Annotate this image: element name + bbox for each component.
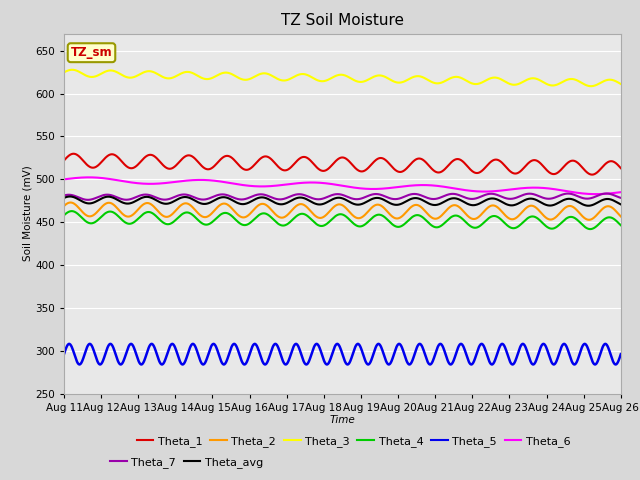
- Theta_6: [592, 191, 600, 197]
- Theta_avg: [585, 203, 593, 209]
- Theta_avg: [66, 193, 74, 199]
- Theta_3: [378, 72, 385, 78]
- Theta_4: [308, 217, 316, 223]
- Theta_4: [126, 221, 134, 227]
- Theta_3: [126, 75, 134, 81]
- Theta_4: [617, 222, 625, 228]
- Theta_1: [297, 155, 305, 161]
- Y-axis label: Soil Moisture (mV): Soil Moisture (mV): [22, 166, 33, 262]
- Theta_7: [104, 192, 111, 198]
- Theta_7: [602, 191, 610, 196]
- Theta_6: [308, 180, 316, 185]
- Theta_avg: [297, 195, 305, 201]
- Theta_avg: [318, 201, 326, 207]
- Theta_5: [126, 342, 134, 348]
- Line: Theta_1: Theta_1: [64, 154, 621, 175]
- Theta_4: [68, 208, 76, 214]
- Theta_6: [318, 180, 326, 186]
- Theta_3: [68, 67, 76, 72]
- Theta_5: [103, 346, 111, 351]
- Theta_7: [60, 192, 68, 198]
- Theta_2: [60, 203, 68, 209]
- Theta_1: [60, 157, 68, 163]
- Theta_avg: [60, 195, 68, 201]
- Line: Theta_3: Theta_3: [64, 70, 621, 86]
- Theta_2: [67, 200, 74, 205]
- Legend: Theta_7, Theta_avg: Theta_7, Theta_avg: [106, 453, 268, 473]
- Theta_2: [617, 214, 625, 219]
- Theta_1: [617, 165, 625, 171]
- Theta_6: [104, 176, 111, 181]
- Theta_4: [378, 212, 385, 218]
- Theta_1: [588, 172, 596, 178]
- Theta_avg: [126, 201, 134, 206]
- X-axis label: Time: Time: [330, 415, 355, 425]
- Theta_7: [318, 196, 326, 202]
- Theta_6: [85, 174, 93, 180]
- Theta_1: [318, 168, 326, 174]
- Theta_1: [378, 155, 385, 161]
- Theta_6: [126, 180, 134, 185]
- Theta_1: [104, 153, 111, 159]
- Theta_avg: [104, 194, 111, 200]
- Title: TZ Soil Moisture: TZ Soil Moisture: [281, 13, 404, 28]
- Theta_4: [60, 212, 68, 218]
- Line: Theta_5: Theta_5: [64, 344, 621, 364]
- Theta_7: [308, 195, 316, 201]
- Theta_1: [70, 151, 77, 156]
- Theta_5: [297, 349, 305, 355]
- Theta_4: [318, 223, 326, 229]
- Theta_6: [60, 177, 68, 182]
- Theta_2: [585, 217, 593, 223]
- Theta_6: [617, 189, 625, 195]
- Theta_4: [586, 226, 594, 232]
- Text: TZ_sm: TZ_sm: [70, 46, 112, 59]
- Theta_3: [308, 74, 316, 80]
- Theta_5: [308, 349, 316, 355]
- Theta_1: [126, 165, 134, 171]
- Theta_2: [104, 200, 111, 206]
- Theta_3: [617, 81, 625, 87]
- Theta_2: [126, 214, 134, 219]
- Theta_3: [60, 70, 68, 75]
- Theta_4: [104, 209, 111, 215]
- Theta_7: [378, 192, 385, 198]
- Theta_7: [84, 197, 92, 203]
- Theta_5: [60, 351, 68, 357]
- Line: Theta_avg: Theta_avg: [64, 196, 621, 206]
- Theta_5: [617, 351, 625, 357]
- Theta_avg: [308, 199, 316, 205]
- Theta_7: [297, 192, 305, 197]
- Theta_avg: [378, 196, 385, 202]
- Theta_7: [126, 196, 134, 202]
- Theta_3: [104, 68, 111, 74]
- Theta_5: [318, 352, 326, 358]
- Line: Theta_4: Theta_4: [64, 211, 621, 229]
- Theta_7: [617, 195, 625, 201]
- Theta_1: [308, 159, 316, 165]
- Theta_3: [318, 78, 326, 84]
- Theta_2: [378, 203, 385, 209]
- Theta_3: [588, 84, 595, 89]
- Theta_5: [378, 344, 385, 350]
- Theta_6: [378, 186, 385, 192]
- Line: Theta_6: Theta_6: [64, 177, 621, 194]
- Theta_avg: [617, 202, 625, 207]
- Theta_4: [297, 211, 305, 217]
- Theta_5: [189, 341, 196, 347]
- Theta_5: [488, 361, 496, 367]
- Theta_6: [297, 180, 305, 186]
- Line: Theta_7: Theta_7: [64, 193, 621, 200]
- Line: Theta_2: Theta_2: [64, 203, 621, 220]
- Theta_2: [318, 215, 326, 220]
- Theta_2: [308, 210, 316, 216]
- Theta_2: [297, 201, 305, 207]
- Theta_3: [297, 72, 305, 77]
